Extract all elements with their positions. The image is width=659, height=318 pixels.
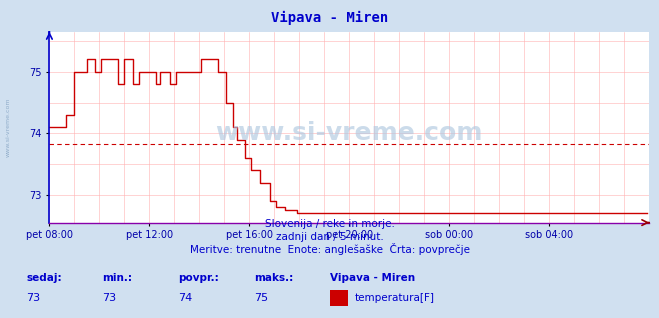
Text: www.si-vreme.com: www.si-vreme.com [215, 121, 483, 145]
Text: temperatura[F]: temperatura[F] [355, 293, 434, 302]
Text: 73: 73 [102, 293, 116, 302]
Text: Vipava - Miren: Vipava - Miren [330, 273, 415, 283]
Text: zadnji dan / 5 minut.: zadnji dan / 5 minut. [275, 232, 384, 242]
Text: Slovenija / reke in morje.: Slovenija / reke in morje. [264, 219, 395, 229]
Text: 73: 73 [26, 293, 40, 302]
Text: min.:: min.: [102, 273, 132, 283]
Text: www.si-vreme.com: www.si-vreme.com [5, 97, 11, 157]
Text: sedaj:: sedaj: [26, 273, 62, 283]
Text: 75: 75 [254, 293, 268, 302]
Text: 74: 74 [178, 293, 192, 302]
Text: Vipava - Miren: Vipava - Miren [271, 11, 388, 25]
Text: maks.:: maks.: [254, 273, 293, 283]
Text: povpr.:: povpr.: [178, 273, 219, 283]
Text: Meritve: trenutne  Enote: anglešaške  Črta: povprečje: Meritve: trenutne Enote: anglešaške Črta… [190, 243, 469, 255]
